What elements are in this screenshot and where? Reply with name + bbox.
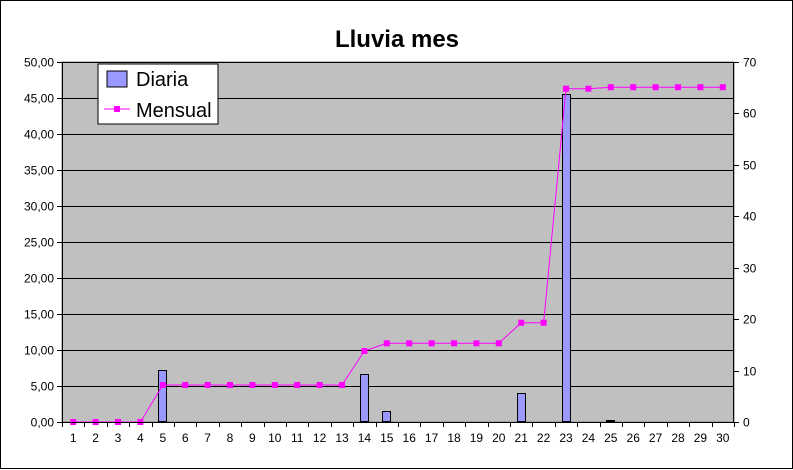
x-axis-tick-label: 17: [425, 431, 439, 445]
point-mensual: [428, 340, 435, 347]
point-mensual: [271, 382, 278, 388]
x-axis-tick-label: 18: [447, 431, 461, 445]
x-axis-tick-label: 27: [649, 431, 663, 445]
left-axis-tick-label: 30,00: [24, 200, 54, 214]
x-axis-tick-label: 11: [291, 431, 304, 445]
x-axis-tick-label: 4: [137, 431, 144, 445]
right-axis-tick-label: 60: [743, 107, 757, 121]
point-mensual: [675, 84, 681, 91]
right-axis-tick-label: 40: [743, 210, 757, 224]
point-mensual: [294, 382, 301, 388]
point-mensual: [473, 340, 480, 347]
point-mensual: [451, 340, 457, 347]
x-axis-tick-label: 8: [227, 431, 234, 445]
x-axis-tick-label: 25: [604, 431, 618, 445]
point-mensual: [585, 85, 592, 92]
point-mensual: [159, 382, 166, 388]
point-mensual: [697, 84, 704, 91]
left-axis-tick-label: 20,00: [24, 272, 54, 286]
x-axis-tick-label: 21: [515, 431, 529, 445]
point-mensual: [227, 382, 233, 388]
point-mensual: [495, 340, 502, 347]
point-mensual: [316, 382, 323, 388]
point-mensual: [361, 348, 368, 354]
x-axis-tick-label: 3: [115, 431, 122, 445]
bar-diaria: [517, 393, 526, 422]
left-axis-tick-label: 5,00: [31, 380, 55, 394]
x-axis-tick-label: 23: [559, 431, 573, 445]
chart-title: Lluvia mes: [335, 26, 459, 53]
x-axis-tick-label: 15: [380, 431, 394, 445]
x-axis-tick-label: 14: [358, 431, 372, 445]
bar-diaria: [606, 420, 615, 422]
x-axis-tick-label: 29: [694, 431, 708, 445]
x-axis-tick-label: 1: [70, 431, 77, 445]
bar-diaria: [360, 374, 369, 422]
point-mensual: [630, 84, 637, 91]
point-mensual: [719, 84, 726, 91]
bar-diaria: [562, 94, 571, 422]
x-axis-tick-label: 5: [159, 431, 166, 445]
left-axis-tick-label: 15,00: [24, 308, 54, 322]
point-mensual: [383, 340, 390, 347]
left-axis-tick-label: 45,00: [24, 92, 54, 106]
x-axis-tick-label: 30: [716, 431, 730, 445]
x-axis-tick-label: 7: [204, 431, 211, 445]
x-axis-tick-label: 10: [268, 431, 282, 445]
right-axis-tick-label: 70: [743, 56, 757, 70]
left-axis-tick-label: 0,00: [31, 416, 55, 430]
left-axis-tick-label: 50,00: [24, 56, 54, 70]
legend-swatch-diaria: [106, 70, 128, 88]
legend-label-diaria: Diaria: [136, 69, 189, 91]
legend-label-mensual: Mensual: [136, 100, 212, 122]
x-axis-tick-label: 20: [492, 431, 506, 445]
point-mensual: [607, 84, 614, 91]
x-axis-tick-label: 19: [470, 431, 484, 445]
point-mensual: [406, 340, 413, 347]
x-axis-tick-label: 9: [249, 431, 256, 445]
left-axis-tick-label: 35,00: [24, 164, 54, 178]
point-mensual: [204, 382, 211, 388]
right-axis-tick-label: 50: [743, 159, 757, 173]
x-axis-tick-label: 24: [582, 431, 596, 445]
x-axis-tick-label: 2: [92, 431, 99, 445]
point-mensual: [249, 382, 256, 388]
left-axis-tick-label: 25,00: [24, 236, 54, 250]
left-axis-tick-label: 10,00: [24, 344, 54, 358]
point-mensual: [540, 319, 547, 326]
x-axis-tick-label: 16: [403, 431, 417, 445]
x-axis-tick-label: 13: [335, 431, 349, 445]
right-axis-tick-label: 0: [743, 416, 750, 430]
point-mensual: [563, 85, 569, 92]
point-mensual: [652, 84, 659, 91]
x-axis-tick-label: 28: [671, 431, 685, 445]
x-axis-tick-label: 26: [627, 431, 641, 445]
bar-diaria: [158, 370, 167, 422]
x-axis-tick-label: 12: [313, 431, 327, 445]
line-mensual: [73, 86, 723, 423]
point-mensual: [182, 382, 189, 388]
legend-marker-mensual: [114, 106, 120, 112]
x-axis-tick-label: 22: [537, 431, 551, 445]
left-axis-tick-label: 40,00: [24, 128, 54, 142]
bar-series-diaria: [158, 94, 615, 422]
point-mensual: [518, 319, 525, 326]
bar-diaria: [382, 411, 391, 422]
point-mensual: [339, 382, 345, 388]
legend: Diaria Mensual: [97, 63, 219, 125]
x-axis-tick-label: 6: [182, 431, 189, 445]
right-axis-tick-label: 20: [743, 313, 757, 327]
right-axis-tick-label: 30: [743, 262, 757, 276]
axes: 0,005,0010,0015,0020,0025,0030,0035,0040…: [24, 56, 757, 446]
right-axis-tick-label: 10: [743, 365, 757, 379]
